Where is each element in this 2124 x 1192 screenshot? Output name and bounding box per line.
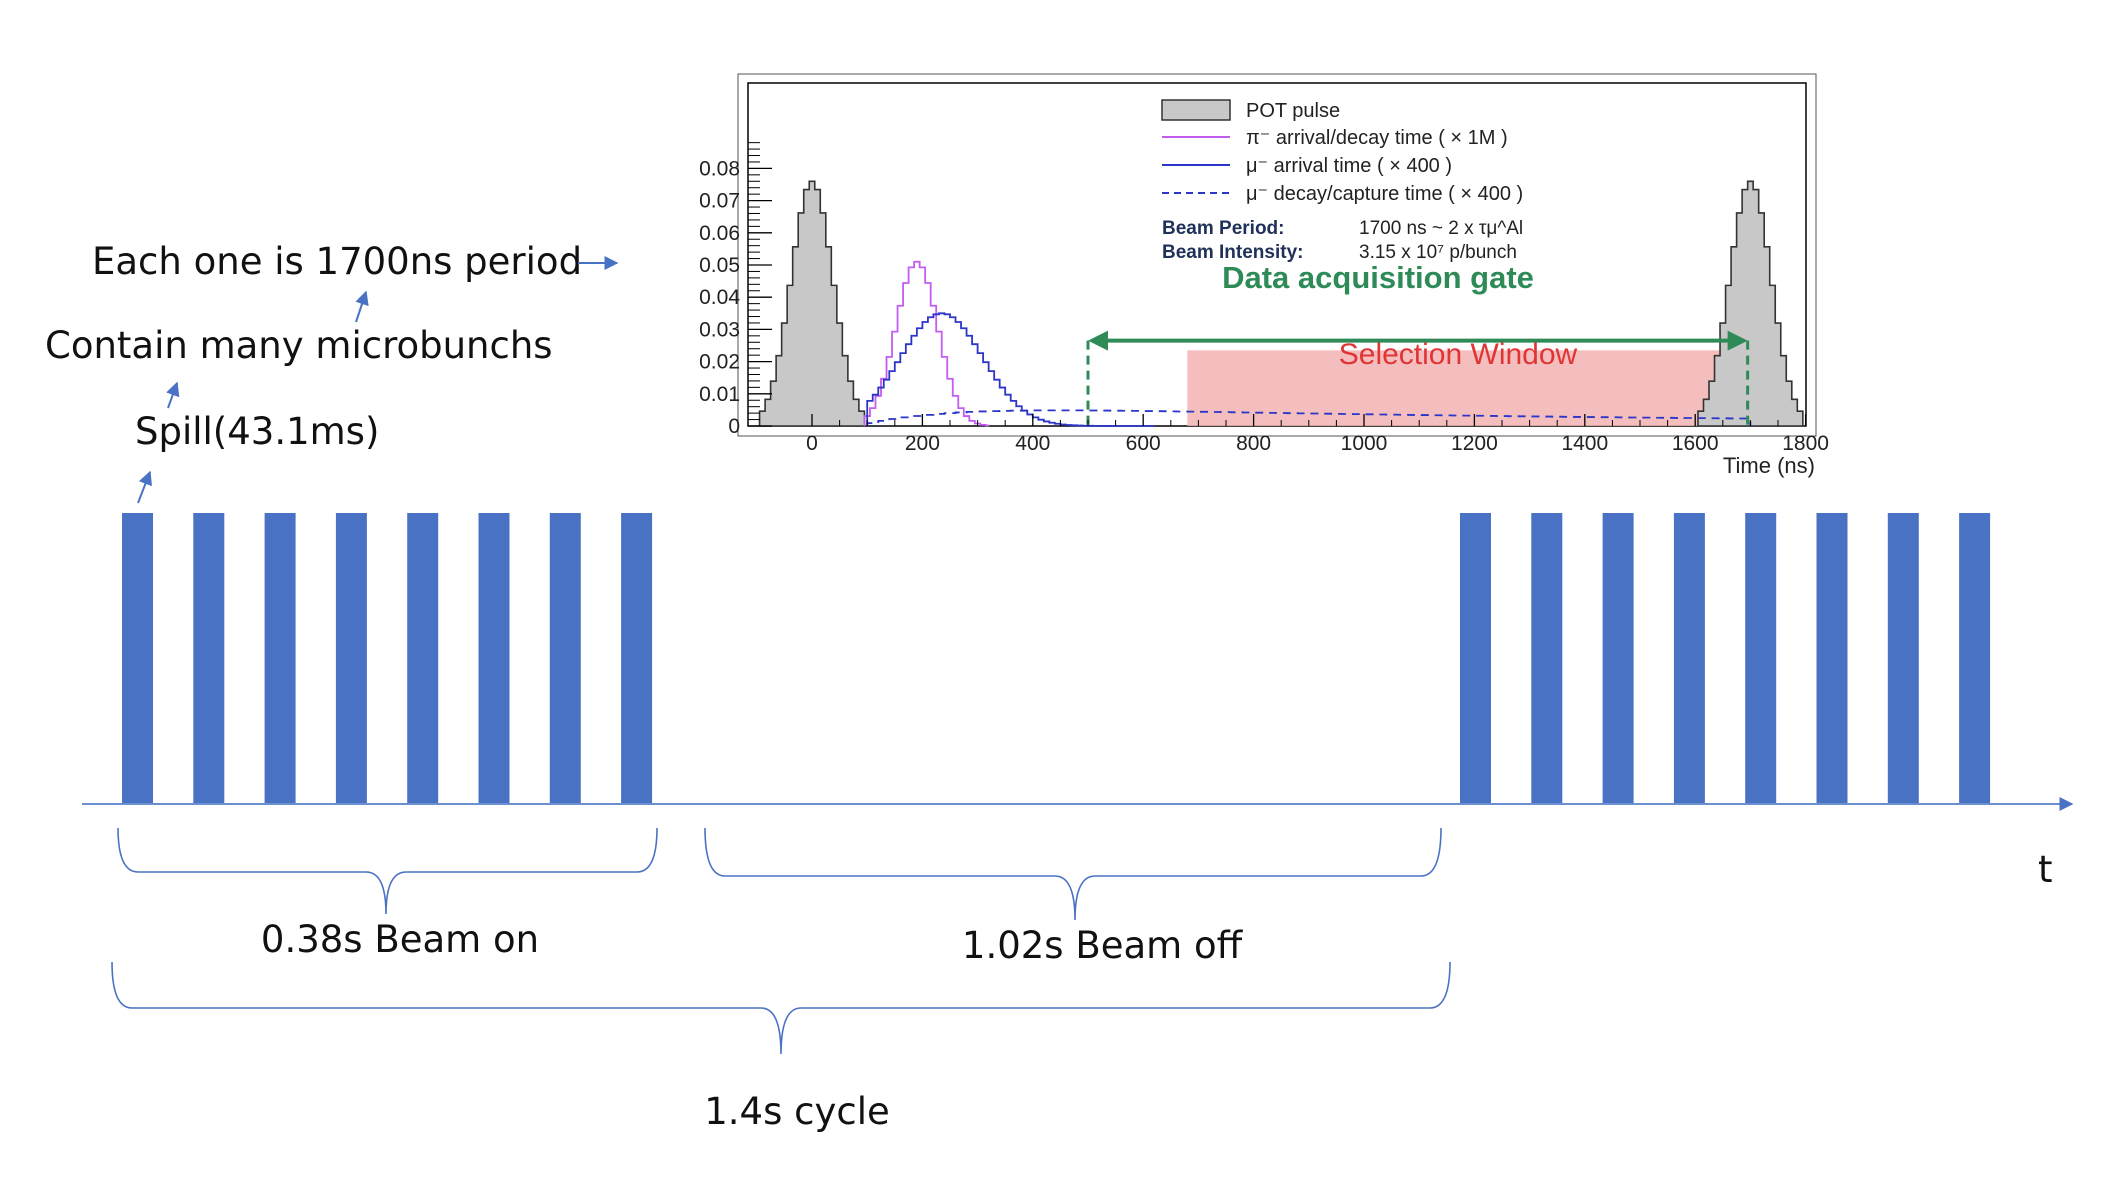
spill-bar — [1959, 513, 1991, 804]
cycle-brace — [111, 961, 1451, 1055]
y-tick-label: 0.05 — [699, 254, 740, 277]
series-mu-decay — [866, 409, 1752, 426]
y-tick-label: 0.07 — [699, 190, 740, 213]
beam-off-label: 1.02s Beam off — [962, 924, 1244, 967]
spill-bar — [122, 513, 153, 804]
spill-group-beam-on-2 — [1460, 513, 1991, 804]
spill-bar — [1673, 513, 1705, 804]
y-tick-label: 0.01 — [699, 383, 740, 406]
series-pot-pulse — [758, 180, 866, 427]
x-tick-label: 400 — [1015, 432, 1050, 455]
spill-bar — [407, 513, 439, 804]
info-key-period: Beam Period: — [1162, 218, 1284, 239]
chart-axes: 0 200 400 600 800 1000 1200 1400 1600 1800 0 0.01 0.… — [699, 142, 1829, 455]
y-tick-label: 0.03 — [699, 318, 740, 341]
spill-bar — [264, 513, 296, 804]
info-value-intensity: 3.15 x 10⁷ p/bunch — [1359, 242, 1517, 263]
cycle-label: 1.4s cycle — [704, 1090, 890, 1133]
spill-annotation: Spill(43.1ms) — [135, 410, 379, 453]
info-key-intensity: Beam Intensity: — [1162, 242, 1303, 263]
spill-bar — [1602, 513, 1634, 804]
series-mu-arrival — [866, 312, 1155, 427]
series-layer — [758, 180, 1804, 427]
time-axis-label: t — [2038, 848, 2053, 891]
y-tick-label: 0.06 — [699, 222, 740, 245]
spill-bar — [1460, 513, 1491, 804]
data-acquisition-gate — [1086, 330, 1750, 426]
x-tick-label: 800 — [1236, 432, 1271, 455]
legend-label-pot: POT pulse — [1246, 100, 1340, 122]
selection-window — [1187, 350, 1748, 426]
legend: POT pulse π⁻ arrival/decay time ( × 1M )… — [1161, 99, 1523, 263]
x-tick-label: 1600 — [1672, 432, 1719, 455]
spill-bar — [621, 513, 653, 804]
microbunch-annotation: Each one is 1700ns period — [92, 240, 582, 283]
selection-window-area — [1187, 350, 1748, 426]
series-pot-pulse — [1697, 180, 1804, 427]
spill-bar — [549, 513, 581, 804]
x-tick-label: 1800 — [1782, 432, 1829, 455]
spill-pointer-arrow — [137, 470, 152, 504]
beam-on-label: 0.38s Beam on — [261, 918, 539, 961]
x-tick-label: 1200 — [1451, 432, 1498, 455]
spill-bar — [1531, 513, 1563, 804]
contain-arrow — [355, 290, 369, 323]
x-tick-label: 600 — [1126, 432, 1161, 455]
spill-bar — [1816, 513, 1848, 804]
spill-bar — [193, 513, 225, 804]
gate-label: Data acquisition gate — [1222, 260, 1534, 295]
x-tick-label: 0 — [806, 432, 818, 455]
y-tick-label: 0.02 — [699, 351, 740, 374]
y-tick-label: 0.04 — [699, 286, 740, 309]
legend-label-mu: μ⁻ arrival time ( × 400 ) — [1246, 155, 1452, 177]
legend-swatch-pot — [1161, 99, 1231, 121]
spill-arrow — [166, 381, 180, 409]
x-tick-label: 1000 — [1341, 432, 1388, 455]
spill-group-beam-on-1 — [122, 513, 653, 804]
spill-bar — [1745, 513, 1777, 804]
info-value-period: 1700 ns ~ 2 x τμ^Al — [1359, 218, 1523, 239]
y-tick-label: 0 — [728, 415, 740, 438]
spill-bar — [478, 513, 510, 804]
spill-bar — [335, 513, 367, 804]
contain-annotation: Contain many microbunchs — [45, 324, 553, 367]
selection-window-label: Selection Window — [1339, 338, 1578, 371]
x-tick-label: 1400 — [1561, 432, 1608, 455]
beam-on-brace — [117, 827, 658, 915]
y-tick-label: 0.08 — [699, 157, 740, 180]
beam-off-brace — [704, 827, 1442, 921]
x-tick-label: 200 — [905, 432, 940, 455]
x-axis-label: Time (ns) — [1723, 453, 1815, 478]
legend-label-pi: π⁻ arrival/decay time ( × 1M ) — [1246, 127, 1508, 149]
inset-chart: 0 200 400 600 800 1000 1200 1400 1600 1800 0 0.01 0.… — [699, 73, 1829, 478]
legend-label-mu-dashed: μ⁻ decay/capture time ( × 400 ) — [1246, 183, 1523, 205]
spill-bar — [1887, 513, 1919, 804]
